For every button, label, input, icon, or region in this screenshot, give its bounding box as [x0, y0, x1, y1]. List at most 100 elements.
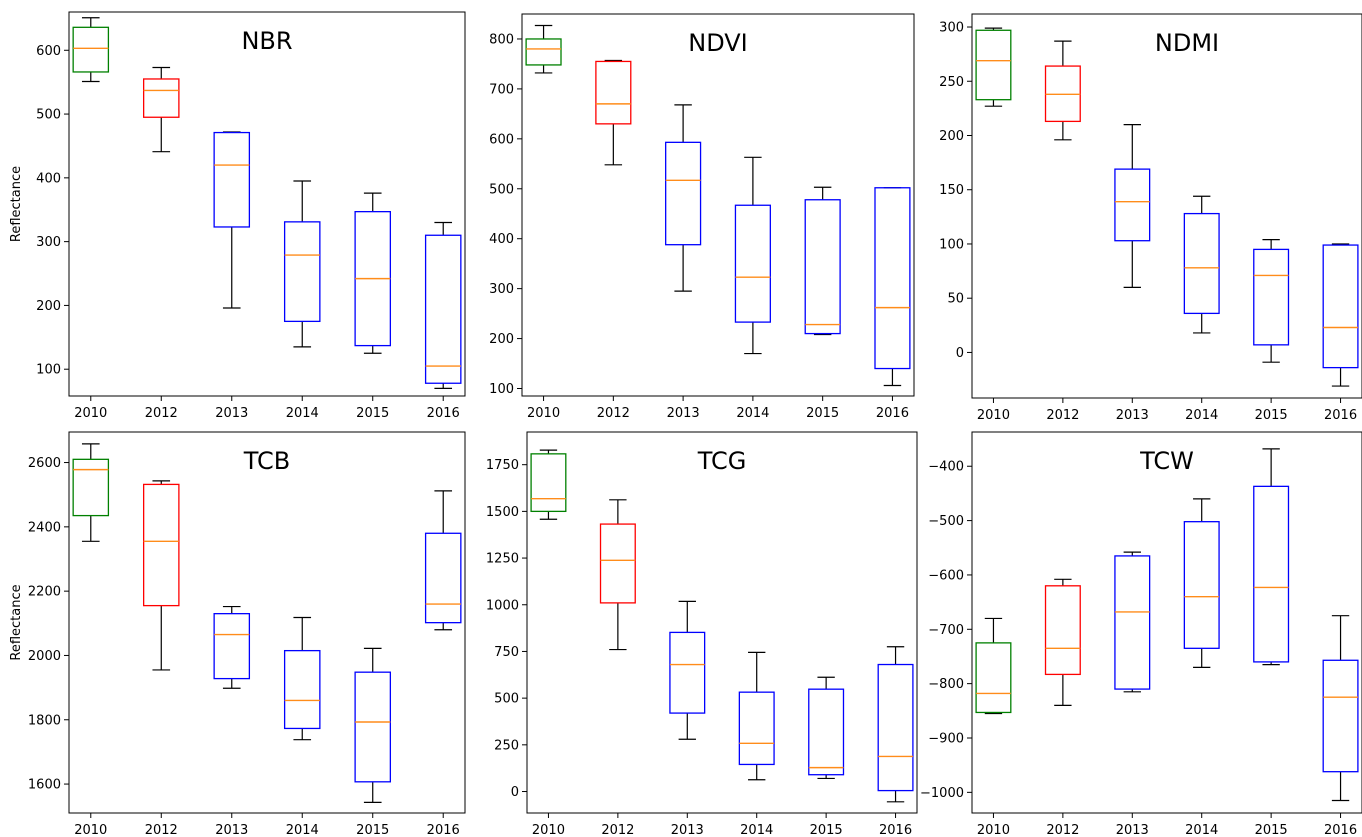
x-tick-label: 2010 [74, 406, 107, 421]
panel-ndmi: 0 50 100 150 200 250 300 2010 2012 2013 2014 2015 20… [939, 13, 1362, 423]
x-tick-label: 2014 [740, 823, 773, 837]
y-tick-label: −900 [928, 731, 964, 746]
box-body [1114, 555, 1151, 690]
box-2014 [734, 156, 771, 355]
box-body [1044, 585, 1081, 676]
y-tick-label: 500 [36, 108, 61, 123]
x-tick-label: 2012 [145, 406, 178, 421]
x-tick-label: 2010 [977, 823, 1010, 837]
x-tick-label: 2015 [356, 823, 389, 837]
box-body [877, 663, 914, 792]
y-tick-label: 500 [494, 692, 519, 707]
x-tick-label: 2010 [74, 823, 107, 837]
box-body [665, 141, 702, 246]
y-tick-label: 1600 [28, 778, 61, 793]
panel-tcg: 0 250 500 750 1000 1250 1500 1750 2010 2012 2013 20… [486, 431, 918, 837]
y-tick-label: 1750 [486, 458, 519, 473]
box-2016 [877, 646, 914, 803]
box-body [595, 60, 632, 125]
panel-title: TCW [1139, 447, 1194, 475]
x-tick-label: 2014 [286, 823, 319, 837]
x-tick-label: 2016 [1324, 823, 1357, 837]
box-2010 [975, 617, 1012, 715]
box-body [1322, 244, 1359, 369]
x-tick-label: 2013 [215, 406, 248, 421]
box-2013 [213, 605, 251, 689]
y-tick-label: 300 [36, 235, 61, 250]
x-tick-label: 2012 [145, 823, 178, 837]
y-tick-label: 700 [489, 82, 514, 97]
box-body [1183, 521, 1220, 649]
x-tick-label: 2010 [977, 408, 1010, 423]
box-2015 [804, 186, 841, 336]
box-body [142, 78, 180, 118]
box-2012 [595, 59, 632, 166]
axes-frame [68, 11, 466, 397]
box-2010 [530, 449, 567, 520]
box-body [424, 532, 462, 624]
y-tick-label: 250 [494, 738, 519, 753]
y-tick-label: 200 [36, 299, 61, 314]
x-tick-label: 2015 [1255, 823, 1288, 837]
panel-title: TCB [243, 447, 290, 475]
box-2014 [283, 180, 321, 348]
box-2012 [1044, 40, 1081, 141]
box-body [1322, 659, 1359, 773]
box-2010 [975, 27, 1012, 107]
panel-title: NDVI [688, 29, 748, 57]
y-tick-label: 100 [939, 237, 964, 252]
box-2014 [283, 616, 321, 741]
box-2015 [1253, 239, 1290, 363]
axes-frame [971, 431, 1362, 814]
box-body [530, 453, 567, 513]
box-body [804, 199, 841, 335]
panel-title: TCG [697, 447, 747, 475]
box-2012 [142, 480, 180, 671]
box-body [738, 691, 775, 766]
box-body [599, 523, 636, 604]
box-body [424, 234, 462, 384]
x-tick-label: 2015 [1255, 408, 1288, 423]
axes-frame [526, 431, 918, 814]
box-2012 [599, 499, 636, 651]
x-tick-label: 2015 [810, 823, 843, 837]
panel-title: NDMI [1155, 29, 1219, 57]
y-tick-label: 1000 [486, 598, 519, 613]
box-2015 [808, 676, 845, 780]
box-2016 [1322, 615, 1359, 802]
y-tick-label: 250 [939, 75, 964, 90]
x-tick-label: 2010 [527, 406, 560, 421]
box-body [525, 38, 562, 66]
y-tick-label: 1800 [28, 713, 61, 728]
y-tick-label: 100 [489, 382, 514, 397]
box-2013 [1114, 551, 1151, 693]
axes-frame [68, 431, 466, 814]
y-tick-label: 2400 [28, 520, 61, 535]
x-tick-label: 2014 [1185, 823, 1218, 837]
y-tick-label: −800 [928, 677, 964, 692]
box-body [213, 613, 251, 680]
y-tick-label: 500 [489, 182, 514, 197]
axes-frame [521, 13, 915, 397]
x-tick-label: 2013 [1116, 408, 1149, 423]
box-2012 [1044, 578, 1081, 706]
y-tick-label: 2600 [28, 456, 61, 471]
y-tick-label: 600 [36, 44, 61, 59]
box-body [1183, 212, 1220, 315]
x-tick-label: 2013 [1116, 823, 1149, 837]
y-tick-label: 1500 [486, 505, 519, 520]
panel-title: NBR [241, 27, 292, 55]
x-tick-label: 2014 [736, 406, 769, 421]
box-body [1114, 168, 1151, 242]
box-2014 [738, 651, 775, 781]
x-tick-label: 2013 [667, 406, 700, 421]
panel-nbr: 100 200 300 400 500 600 2010 2012 2013 2014 2015 20… [9, 11, 466, 421]
y-tick-label: 750 [494, 645, 519, 660]
y-tick-label: 300 [939, 21, 964, 36]
box-2010 [72, 443, 110, 542]
y-tick-label: −700 [928, 623, 964, 638]
y-tick-label: 300 [489, 282, 514, 297]
x-tick-label: 2012 [601, 823, 634, 837]
x-tick-label: 2012 [1046, 823, 1079, 837]
